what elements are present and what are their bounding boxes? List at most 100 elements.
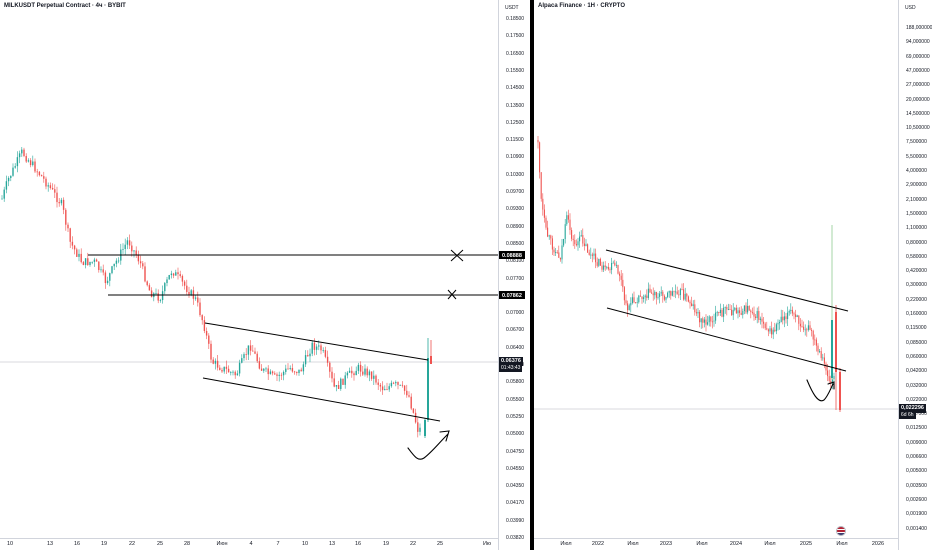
price-tick: 0,220000: [906, 296, 927, 303]
candle-body: [51, 187, 54, 190]
candle-body: [831, 320, 833, 378]
candle-body: [388, 386, 390, 390]
candle-body: [197, 297, 199, 303]
candle-body: [667, 292, 669, 298]
candle-body: [419, 427, 421, 432]
candle-body: [657, 296, 659, 298]
chart-title: Alpaca Finance · 1Н · CRYPTO: [538, 3, 626, 9]
candle-body: [150, 290, 153, 298]
candle-body: [258, 361, 261, 369]
candle-body: [769, 328, 771, 332]
candle-body: [115, 260, 118, 264]
candle-body: [375, 375, 377, 383]
candle-body: [342, 378, 344, 385]
candle-body: [705, 319, 707, 325]
price-chart-canvas[interactable]: [534, 0, 898, 538]
candle-body: [311, 342, 313, 354]
candle-body: [631, 297, 633, 304]
candle-body: [326, 356, 329, 363]
candle-body: [711, 321, 713, 323]
candle-body: [809, 325, 811, 330]
candle-body: [161, 291, 164, 301]
candle-body: [208, 335, 210, 344]
candle-body: [199, 302, 201, 316]
last-price-badge: 0,022296: [899, 404, 926, 413]
price-tick: 7,500000: [906, 139, 927, 146]
candle-body: [662, 291, 664, 296]
chart-pane-milkusdt[interactable]: MILKUSDT Perpetual Contract · 4ч · BYBIT…: [0, 0, 530, 550]
price-tick: 0,580000: [906, 253, 927, 260]
time-axis[interactable]: 10 13 16 19 22 25 28 Июн 4 7 10 13 16 19 22 25 Ию: [0, 538, 498, 550]
candle-body: [357, 364, 360, 371]
time-label: 2024: [729, 541, 743, 547]
candle-body: [139, 261, 142, 264]
candle-body: [665, 297, 667, 300]
candle-body: [700, 318, 702, 323]
candle-body: [806, 329, 808, 331]
price-tick: 0.04550: [506, 465, 525, 472]
price-axis[interactable]: USDT 0.18500 0.17500 0.16500 0.15500 0.14500…: [498, 0, 530, 550]
candle-body: [764, 323, 766, 329]
candle-body: [168, 275, 170, 280]
time-label: 2023: [659, 541, 673, 547]
price-tick: 0.06400: [506, 344, 525, 351]
candle-body: [659, 293, 661, 297]
candle-body: [364, 368, 366, 375]
price-chart-canvas[interactable]: [0, 0, 498, 538]
candle-body: [406, 390, 408, 396]
level-badge-upper: 0.08888: [499, 251, 525, 259]
price-tick: 1,500000: [906, 210, 927, 217]
price-tick: 0.09700: [506, 189, 525, 195]
candle-body: [563, 238, 565, 246]
time-axis[interactable]: Июл 2022 Июл 2023 Июл 2024 Июл 2025 Июл 2026: [534, 538, 898, 550]
candle-body: [715, 312, 717, 321]
time-label: 25: [436, 541, 444, 547]
candle-body: [710, 316, 712, 322]
candle-body: [181, 276, 184, 282]
price-tick: 0,006600: [906, 454, 927, 460]
x-mark-icon: [447, 289, 457, 300]
candle-body: [155, 293, 157, 294]
time-label: Июл: [627, 541, 639, 547]
candle-body: [574, 240, 576, 245]
price-tick: 0,022000: [906, 396, 927, 403]
candle-body: [649, 288, 651, 293]
pane-divider[interactable]: [530, 0, 534, 550]
candle-body: [80, 253, 82, 263]
candle-body: [731, 309, 733, 316]
price-tick: 0.12500: [506, 119, 525, 126]
candle-body: [819, 351, 821, 352]
price-axis[interactable]: USD 188,000000 94,000000 69,000000 47,00000…: [898, 0, 932, 550]
price-tick: 94,000000: [906, 39, 930, 46]
candle-body: [186, 285, 188, 292]
candle-body: [695, 312, 697, 314]
candle-body: [276, 374, 278, 376]
candle-body: [827, 370, 829, 377]
chart-pane-alpaca[interactable]: Alpaca Finance · 1Н · CRYPTO USD 188,000…: [534, 0, 932, 550]
candle-body: [598, 258, 600, 266]
candle-body: [755, 316, 757, 318]
candle-body: [93, 259, 96, 262]
candle-body: [291, 368, 294, 372]
candle-body: [772, 329, 774, 335]
candle-body: [694, 304, 696, 313]
us-flag-icon[interactable]: [836, 526, 846, 536]
candle-body: [256, 353, 258, 362]
candle-body: [825, 363, 827, 371]
candle-body: [384, 389, 386, 391]
candle-body: [647, 288, 649, 298]
candle-body: [548, 235, 550, 237]
candle-body: [170, 273, 173, 276]
candle-body: [23, 149, 25, 157]
price-tick: 0.13500: [506, 102, 525, 109]
price-tick: 0,003500: [906, 482, 927, 489]
last-price-badge: 0.06376: [499, 357, 523, 366]
candle-body: [282, 371, 285, 376]
candle-body: [793, 313, 795, 315]
candle-body: [596, 262, 598, 266]
candle-body: [831, 379, 833, 384]
candle-body: [263, 368, 265, 371]
candle-body: [124, 244, 126, 249]
candle-body: [368, 371, 371, 376]
candle-body: [67, 224, 69, 229]
